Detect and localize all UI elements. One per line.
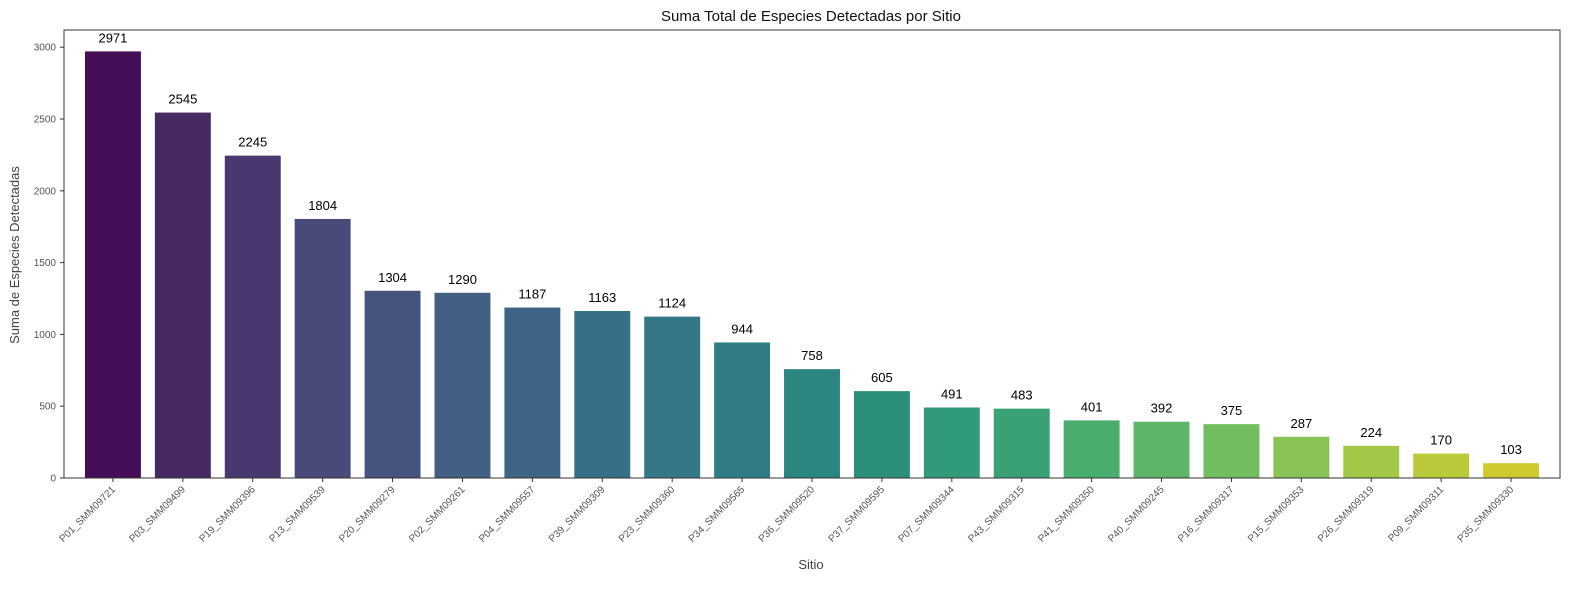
x-tick-label: P13_SMM09539 — [267, 484, 328, 545]
bar-value-label: 375 — [1221, 403, 1243, 418]
bar-labels: 2971 2545 2245 1804 1304 1290 1187 1163 1124 944 7… — [98, 30, 1521, 457]
x-tick-label: P09_SMM09311 — [1386, 484, 1446, 544]
x-tick-label: P37_SMM09595 — [827, 484, 888, 545]
bar — [224, 155, 281, 478]
x-tick-label: P43_SMM09315 — [966, 484, 1027, 545]
bar-value-label: 103 — [1500, 442, 1522, 457]
bar-value-label: 392 — [1151, 401, 1173, 416]
y-tick-label: 2500 — [34, 115, 57, 126]
bar — [364, 290, 421, 478]
bar — [1273, 436, 1330, 478]
x-tick-label: P41_SMM09350 — [1036, 484, 1097, 545]
x-tick-label: P02_SMM09261 — [407, 484, 468, 545]
bar — [993, 408, 1050, 478]
bar — [853, 391, 910, 478]
bar-value-label: 1163 — [588, 290, 616, 305]
bar — [784, 369, 840, 478]
bar-value-label: 491 — [941, 386, 963, 401]
bar — [434, 292, 491, 478]
bar — [1483, 463, 1540, 478]
y-tick-label: 3000 — [34, 43, 57, 54]
bar-value-label: 483 — [1011, 388, 1033, 403]
x-tick-label: P19_SMM09396 — [197, 484, 258, 545]
y-tick-label: 0 — [50, 474, 56, 485]
x-tick-label: P39_SMM09309 — [547, 484, 608, 545]
y-axis-label: Suma de Especies Detectadas — [7, 166, 22, 344]
y-tick-label: 1500 — [34, 258, 57, 269]
bar — [1343, 445, 1400, 478]
bar — [154, 112, 211, 479]
y-axis: 0 500 1000 1500 2000 2500 3000 — [34, 43, 64, 485]
x-tick-label: P20_SMM09279 — [337, 484, 398, 545]
y-tick-label: 1000 — [34, 330, 57, 341]
y-tick-label: 500 — [39, 402, 56, 413]
bar-value-label: 605 — [871, 370, 893, 385]
y-tick-label: 2000 — [34, 186, 57, 197]
bar-value-label: 170 — [1430, 433, 1452, 448]
x-tick-label: P16_SMM09317 — [1176, 484, 1237, 545]
bar — [714, 342, 771, 478]
bar — [1413, 453, 1470, 478]
plot-frame — [63, 29, 1561, 479]
bar — [644, 316, 701, 478]
bar — [84, 51, 141, 479]
bar-value-label: 1187 — [518, 287, 546, 302]
bar-value-label: 2545 — [168, 92, 197, 107]
x-tick-label: P26_SMM09319 — [1316, 484, 1377, 545]
bar — [1063, 420, 1120, 478]
chart-title: Suma Total de Especies Detectadas por Si… — [661, 8, 961, 25]
x-tick-label: P15_SMM09353 — [1246, 484, 1307, 545]
x-tick-label: P23_SMM09360 — [617, 484, 678, 545]
bar — [1133, 421, 1190, 478]
bar-value-label: 2245 — [238, 135, 267, 150]
bar-value-label: 1124 — [658, 296, 686, 311]
x-axis: P01_SMM09721 P03_SMM09499 P19_SMM09396 P13_… — [58, 478, 1517, 545]
bar-value-label: 944 — [731, 321, 753, 336]
x-tick-label: P04_SMM09557 — [477, 484, 538, 545]
bar — [923, 407, 980, 478]
bar-value-label: 1804 — [308, 198, 337, 213]
bar-value-label: 401 — [1081, 399, 1103, 414]
x-tick-label: P35_SMM09330 — [1456, 484, 1517, 545]
x-tick-label: P36_SMM09520 — [757, 484, 818, 545]
x-tick-label: P01_SMM09721 — [58, 484, 119, 545]
bar-value-label: 2971 — [98, 30, 127, 45]
bar-value-label: 758 — [801, 348, 823, 363]
bar-value-label: 224 — [1360, 425, 1382, 440]
x-tick-label: P34_SMM09565 — [687, 484, 748, 545]
bars — [84, 51, 1540, 479]
bar — [294, 218, 351, 478]
bar — [504, 307, 561, 478]
bar — [1203, 424, 1260, 478]
x-tick-label: P07_SMM09344 — [896, 484, 957, 545]
bar — [574, 311, 631, 478]
x-tick-label: P03_SMM09499 — [128, 484, 189, 545]
bar-value-label: 1290 — [448, 272, 477, 287]
x-axis-label: Sitio — [798, 557, 823, 572]
x-tick-label: P40_SMM09245 — [1106, 484, 1167, 545]
bar-value-label: 1304 — [378, 270, 407, 285]
bar-value-label: 287 — [1290, 416, 1312, 431]
